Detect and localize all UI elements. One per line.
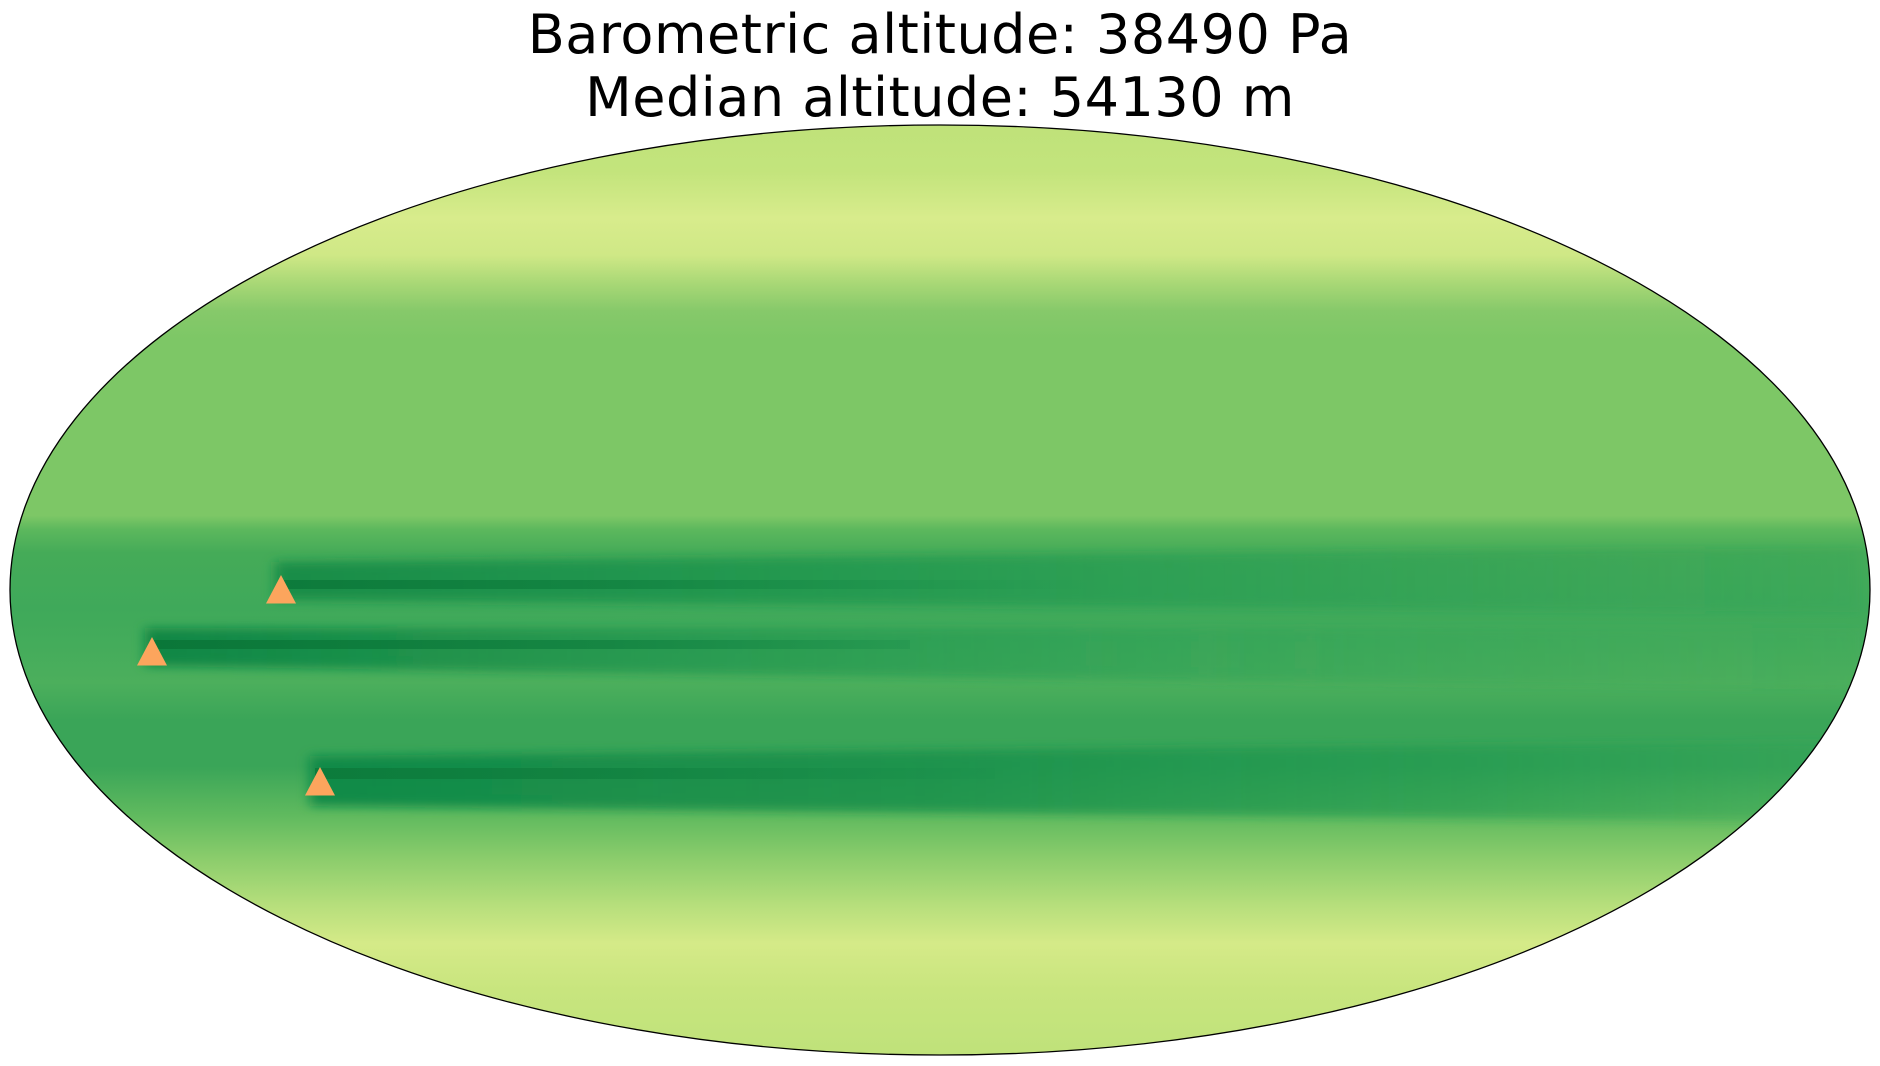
streak-middle (150, 640, 910, 649)
source-marker-triangle-icon (305, 767, 335, 796)
source-marker-triangle-icon (266, 575, 296, 604)
plume-streaks (150, 580, 1100, 779)
plume-core-lower (310, 742, 1860, 822)
streak-upper (280, 580, 1100, 589)
source-markers (137, 575, 335, 796)
streak-lower (315, 768, 995, 779)
title-line-1: Barometric altitude: 38490 Pa (527, 3, 1353, 66)
source-marker-triangle-icon (137, 637, 167, 666)
title-line-2: Median altitude: 54130 m (585, 66, 1295, 129)
map-field (10, 125, 1870, 1055)
globe-outline (9, 124, 1871, 1056)
